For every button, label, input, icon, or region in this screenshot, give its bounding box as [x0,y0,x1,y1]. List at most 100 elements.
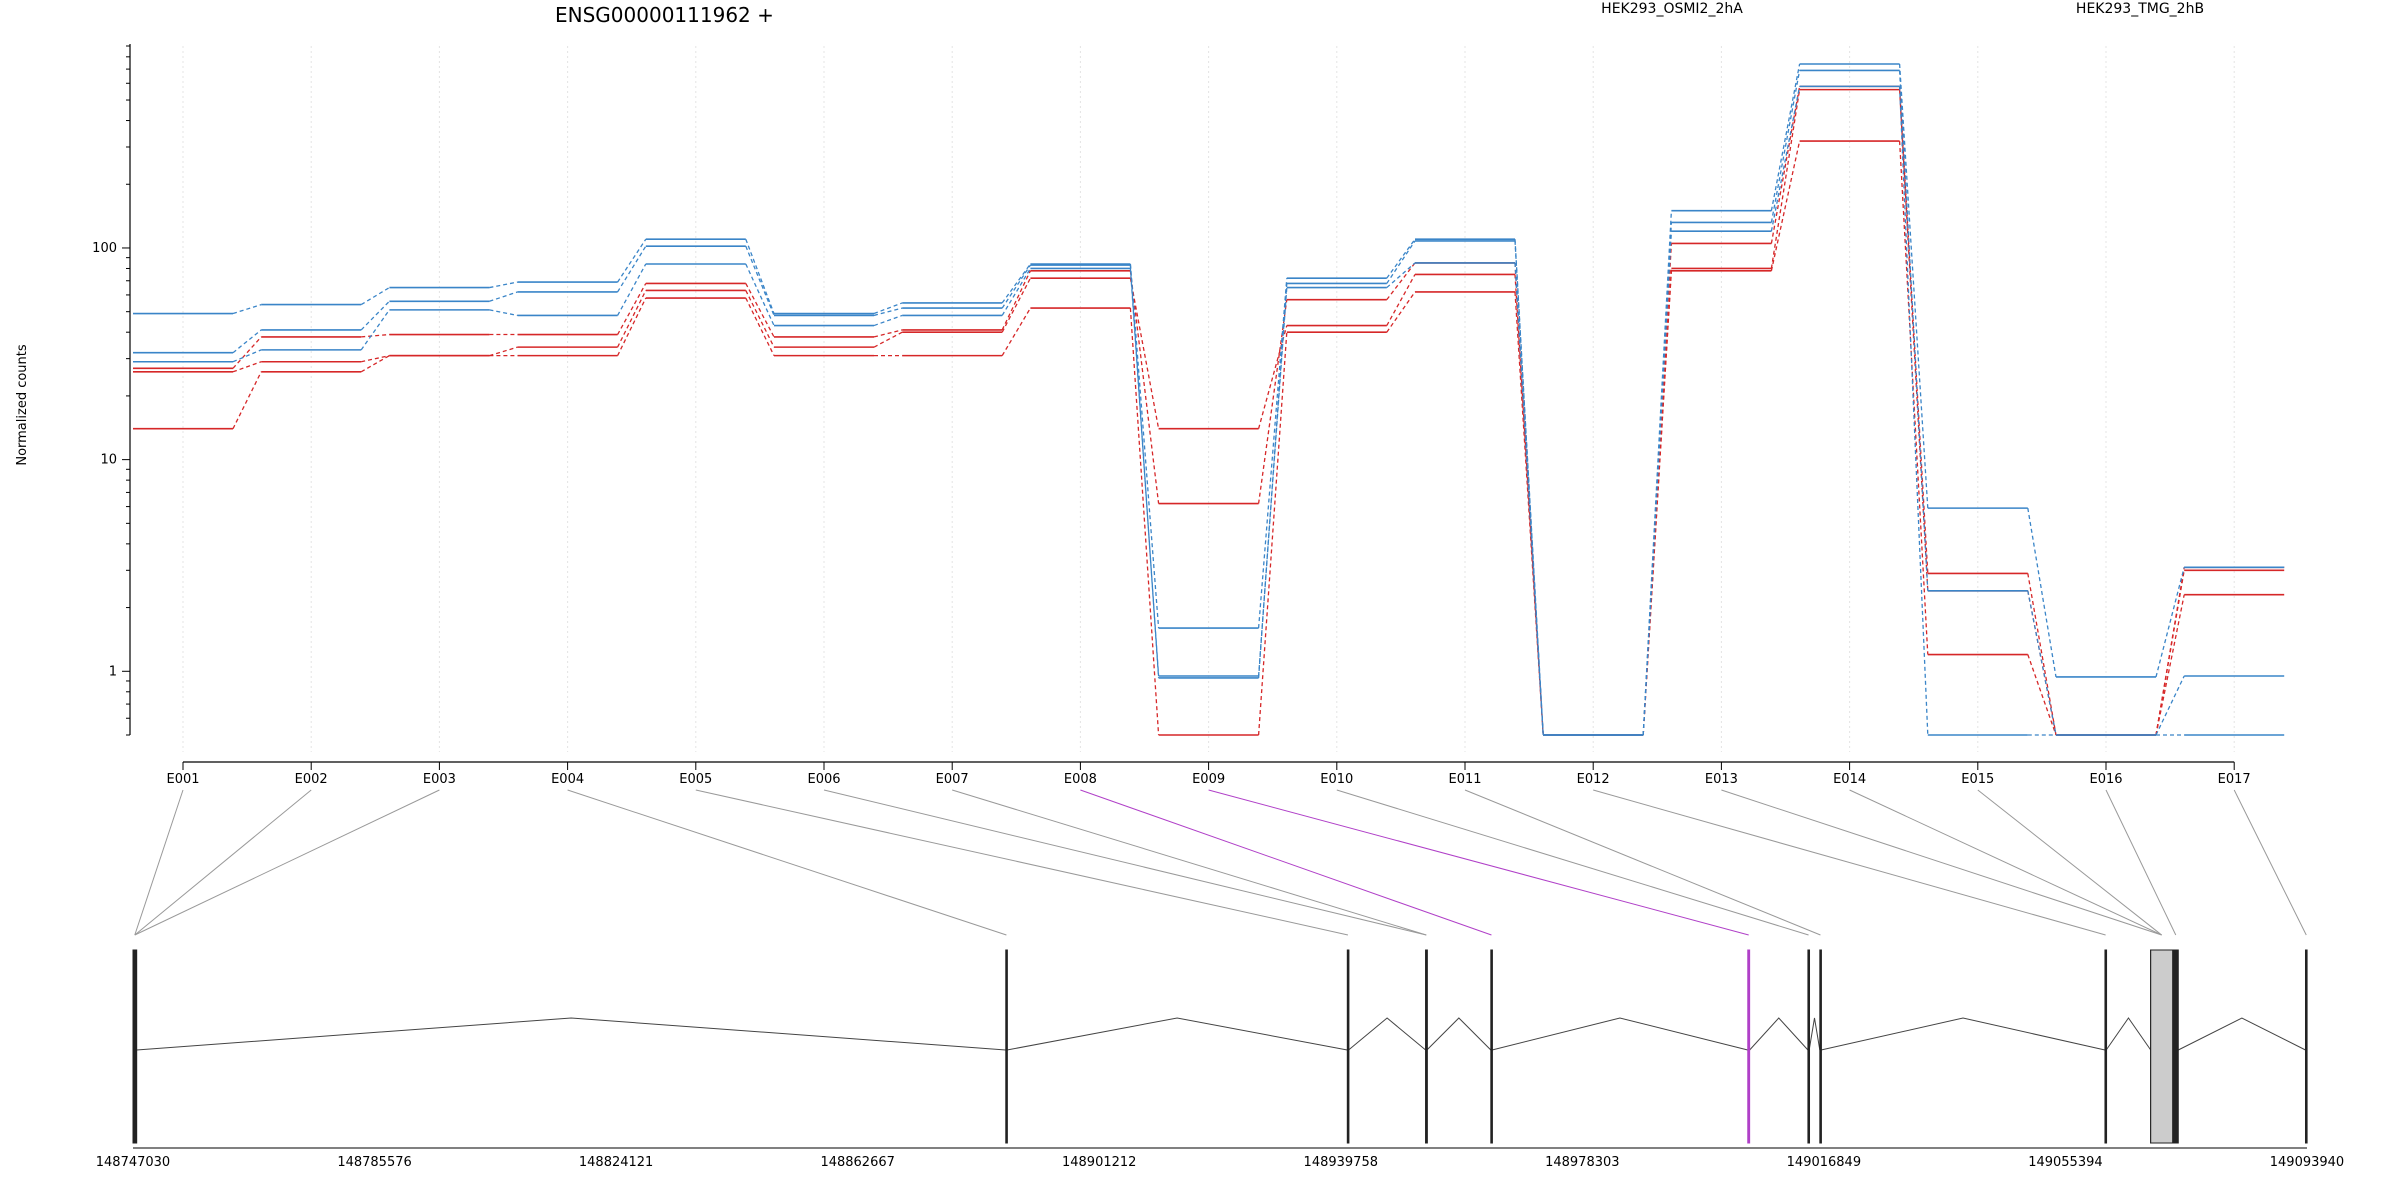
legend-tmg: HEK293_TMG_2hB [2076,1,2204,17]
connector-E007 [952,789,1427,936]
connector-E009 [1208,789,1749,936]
exon-connectors [134,789,2307,936]
genomic-tick-label: 148785576 [337,1155,411,1170]
data-connector [2027,590,2057,736]
exon-label-E008: E008 [1064,772,1097,787]
data-connector [2027,508,2057,678]
data-connector [617,283,647,335]
series-0 [133,140,2285,736]
exon-block-E007 [1425,949,1428,1144]
exon-label-E002: E002 [295,772,328,787]
intron-chevron [1749,1017,1809,1051]
data-connector [232,329,262,354]
exon-block-E009 [1747,949,1751,1144]
data-connector [489,346,518,357]
exon-label-E015: E015 [1961,772,1994,787]
data-connector [1257,332,1288,736]
exon-label-E004: E004 [551,772,584,787]
exon-block-E008 [1490,949,1493,1144]
data-connector [1514,239,1544,736]
intron-chevron [1808,1017,1821,1051]
data-connector [1898,63,1929,509]
exon-block-E003 [132,949,138,1144]
data-connector [232,303,262,315]
data-connector [1386,262,1416,289]
chart-title: ENSG00000111962 + [555,3,774,27]
data-connector [1770,70,1801,223]
exon-label-E001: E001 [166,772,199,787]
data-connector [617,263,647,316]
connector-E015 [1977,789,2162,936]
genomic-axis: 148747030 148785576 148824121 148862667 1489… [96,1147,2344,1170]
connector-E010 [1336,789,1809,936]
data-connector [873,329,903,338]
data-connector [1257,325,1288,429]
legend-osmi: HEK293_OSMI2_2hA [1601,1,1743,17]
data-connector [1001,307,1031,356]
data-connector [1001,264,1031,309]
data-connector [1770,63,1801,211]
data-connector [360,287,390,306]
exon-label-E003: E003 [423,772,456,787]
data-connector [2155,675,2185,736]
data-connector [1129,268,1160,677]
data-connector [1770,86,1801,244]
data-connector [1386,240,1416,284]
exon-block-E004 [1005,949,1008,1144]
exon-block-E017 [2304,949,2308,1144]
exon-block-E015 [2150,949,2174,1144]
intron-chevron [1820,1017,2106,1051]
exon-label-E007: E007 [936,772,969,787]
data-connector [745,238,775,314]
data-connector [489,281,518,289]
data-connector [873,314,903,327]
data-connector [360,355,390,373]
intron-chevron [136,1017,1006,1051]
series-lines [133,63,2285,736]
data-connector [489,309,518,317]
exon-block-E012 [2104,949,2108,1144]
data-connector [361,333,390,338]
data-connector [1898,70,1929,591]
genomic-tick-label: 148824121 [579,1155,653,1170]
data-connector [1257,283,1288,679]
connector-E006 [823,789,1427,936]
data-connector [2155,567,2185,736]
data-connector [1386,262,1416,301]
intron-chevron [2178,1017,2306,1051]
intron-chevron [1348,1017,1426,1051]
data-connector [2155,567,2185,678]
data-connector [232,361,262,373]
data-connector [360,309,390,351]
data-connector [1129,278,1160,429]
data-connector [360,300,390,331]
data-connector [232,371,262,429]
data-connector [745,245,775,316]
y-tick-label: 10 [100,453,117,468]
genomic-tick-label: 148901212 [1062,1155,1136,1170]
y-tick-label: 100 [92,241,117,256]
data-connector [1001,263,1031,304]
data-connector [1001,277,1031,333]
exon-block-E010 [1807,949,1811,1144]
connector-E017 [2233,789,2307,936]
data-connector [1001,270,1031,331]
genomic-tick-label: 148862667 [820,1155,894,1170]
data-connector [1386,238,1416,279]
genomic-tick-label: 148939758 [1304,1155,1378,1170]
data-connector [1386,274,1416,326]
data-connector [1770,140,1801,271]
connector-E001 [134,789,184,936]
data-connector [489,291,518,302]
intron-chevron [1426,1017,1492,1051]
connector-E002 [134,789,312,936]
data-connector [873,331,903,348]
data-connector [1898,86,1929,736]
connector-E004 [567,789,1007,936]
data-connector [2155,594,2185,736]
genomic-tick-label: 149093940 [2270,1155,2344,1170]
exon-label-E014: E014 [1833,772,1866,787]
exon-label-E010: E010 [1320,772,1353,787]
data-connector [873,302,903,315]
connector-E012 [1593,789,2106,936]
